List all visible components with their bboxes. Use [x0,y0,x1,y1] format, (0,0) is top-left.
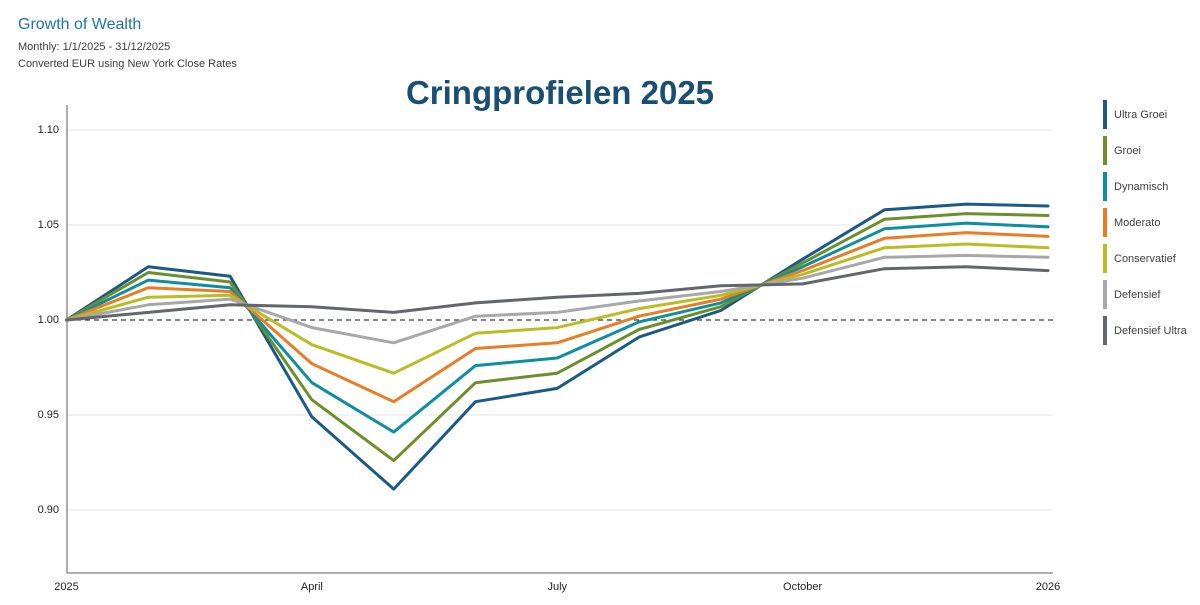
x-tick-2026: 2026 [1035,581,1061,593]
x-tick-2025: 2025 [54,581,79,593]
series-line-dynamisch[interactable] [65,221,1050,434]
legend-label: Moderato [1114,216,1161,229]
legend-label: Groei [1114,144,1141,157]
series-line-defensief-ultra[interactable] [65,265,1050,322]
report-title: Growth of Wealth [18,16,142,33]
legend-item-defensief[interactable]: Defensief [1103,280,1198,309]
legend-swatch-icon [1103,136,1107,165]
legend-item-defensief-ultra[interactable]: Defensief Ultra [1103,316,1198,345]
legend-swatch-icon [1103,316,1107,345]
series-line-defensief[interactable] [65,253,1050,345]
x-tick-april: April [300,581,323,593]
legend-swatch-icon [1103,100,1107,129]
legend-label: Conservatief [1114,252,1176,265]
legend-swatch-icon [1103,244,1107,273]
legend-label: Dynamisch [1114,180,1169,193]
report-currency-note: Converted EUR using New York Close Rates [18,58,237,70]
legend-label: Defensief Ultra [1114,324,1187,337]
series-line-conservatief[interactable] [65,242,1050,375]
x-tick-october: October [783,581,823,593]
legend-swatch-icon [1103,172,1107,201]
report-date-range: Monthly: 1/1/2025 - 31/12/2025 [18,41,171,53]
legend-label: Ultra Groei [1114,108,1168,121]
y-tick-0.90: 0.90 [37,504,59,516]
legend-swatch-icon [1103,208,1107,237]
x-tick-july: July [547,581,568,593]
legend-item-conservatief[interactable]: Conservatief [1103,244,1198,273]
legend-label: Defensief [1114,288,1161,301]
legend-item-groei[interactable]: Groei [1103,136,1198,165]
chart-legend: Ultra Groei Groei Dynamisch Moderato Conserv… [1103,100,1198,352]
report-header: Growth of Wealth Monthly: 1/1/2025 - 31/… [18,16,237,75]
legend-item-moderato[interactable]: Moderato [1103,208,1198,237]
series-line-groei[interactable] [65,212,1050,463]
y-tick-1.10: 1.10 [37,124,59,136]
series-line-ultra-groei[interactable] [65,202,1050,491]
chart-title: Cringprofielen 2025 [405,74,715,111]
y-tick-0.95: 0.95 [37,409,59,421]
y-tick-1.05: 1.05 [37,219,59,231]
series-line-moderato[interactable] [65,231,1050,404]
legend-item-ultra-groei[interactable]: Ultra Groei [1103,100,1198,129]
y-tick-1.00: 1.00 [37,314,59,326]
legend-swatch-icon [1103,280,1107,309]
legend-item-dynamisch[interactable]: Dynamisch [1103,172,1198,201]
